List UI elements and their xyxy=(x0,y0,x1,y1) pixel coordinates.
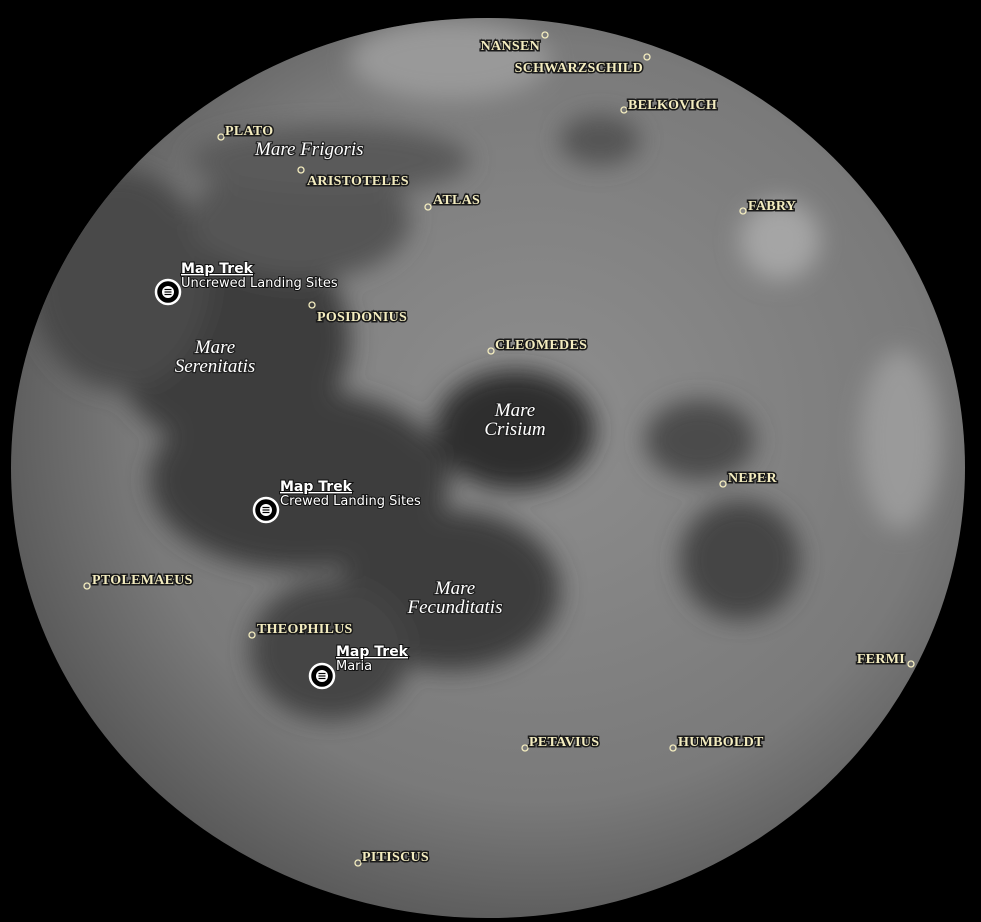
mare-label: Crisium xyxy=(484,419,545,440)
map-trek-title[interactable]: Map Trek xyxy=(180,260,255,278)
crater-label: NANSEN xyxy=(481,39,540,54)
crater-label: PITISCUS xyxy=(362,850,429,865)
crater-marker xyxy=(354,859,362,867)
crater-label: ATLAS xyxy=(433,193,480,208)
labels: NANSEN SCHWARZSCHILD BELKOVICH PLATO ARISTOT… xyxy=(83,31,915,867)
crater-marker xyxy=(521,744,529,752)
crater-marker xyxy=(620,106,628,114)
map-trek-title[interactable]: Map Trek xyxy=(279,478,354,496)
mare-label: Fecunditatis xyxy=(407,597,503,618)
crater-marker xyxy=(248,631,256,639)
map-trek-subtitle[interactable]: Crewed Landing Sites xyxy=(279,493,422,510)
mare-label: Mare xyxy=(494,400,535,421)
crater-label: HUMBOLDT xyxy=(678,735,764,750)
map-trek-title[interactable]: Map Trek xyxy=(335,643,410,661)
crater-marker xyxy=(308,301,316,309)
crater-marker xyxy=(739,207,747,215)
crater-label: SCHWARZSCHILD xyxy=(515,61,643,76)
crater-label: FERMI xyxy=(857,652,905,667)
mare-label: Mare xyxy=(194,337,235,358)
crater-label: PTOLEMAEUS xyxy=(92,573,193,588)
crater-label: PLATO xyxy=(225,124,273,139)
crater-marker xyxy=(541,31,549,39)
crater-marker xyxy=(83,582,91,590)
crater-label: FABRY xyxy=(748,199,796,214)
crater-marker xyxy=(907,660,915,668)
crater-label: ARISTOTELES xyxy=(307,174,409,189)
crater-label: BELKOVICH xyxy=(628,98,717,113)
crater-marker xyxy=(669,744,677,752)
map-trek-subtitle[interactable]: Maria xyxy=(335,658,373,675)
crater-label: POSIDONIUS xyxy=(317,310,407,325)
map-trek-subtitle[interactable]: Uncrewed Landing Sites xyxy=(180,275,339,292)
crater-label: CLEOMEDES xyxy=(495,338,587,353)
mare-label: Mare xyxy=(434,578,475,599)
crater-label: THEOPHILUS xyxy=(257,622,353,637)
crater-marker xyxy=(487,347,495,355)
crater-label: PETAVIUS xyxy=(529,735,599,750)
crater-label: NEPER xyxy=(728,471,778,486)
crater-marker xyxy=(297,166,305,174)
crater-marker xyxy=(424,203,432,211)
crater-marker xyxy=(643,53,651,61)
crater-marker xyxy=(217,133,225,141)
mare-label: Serenitatis xyxy=(175,356,256,377)
mare-label: Mare Frigoris xyxy=(254,139,364,160)
crater-marker xyxy=(719,480,727,488)
